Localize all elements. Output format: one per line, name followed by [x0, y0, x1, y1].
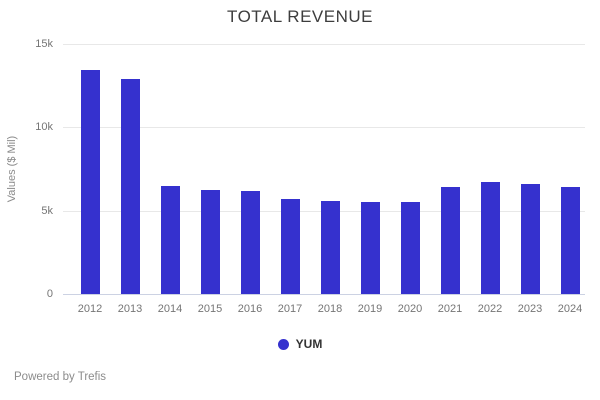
- x-tick-label-2012: 2012: [77, 303, 103, 315]
- bar-2013[interactable]: [120, 79, 140, 294]
- bar-2024[interactable]: [560, 186, 580, 294]
- bar-2023[interactable]: [520, 184, 540, 294]
- y-tick-label-5k: 5k: [41, 204, 53, 217]
- x-tick-label-2018: 2018: [317, 303, 343, 315]
- y-tick-label-0: 0: [46, 288, 53, 300]
- x-tick-label-2013: 2013: [117, 303, 143, 315]
- bar-2014[interactable]: [160, 185, 180, 294]
- powered-by-trefis-label: Powered by Trefis: [14, 371, 107, 383]
- bar-2018[interactable]: [320, 200, 340, 294]
- x-tick-label-2016: 2016: [237, 303, 263, 315]
- x-tick-label-2022: 2022: [477, 303, 503, 315]
- bar-2012[interactable]: [80, 69, 100, 294]
- x-axis-line: [63, 294, 585, 295]
- y-tick-label-15k: 15k: [35, 38, 53, 50]
- x-tick-label-2014: 2014: [157, 303, 183, 315]
- bar-2019[interactable]: [360, 202, 380, 294]
- x-tick-label-2020: 2020: [397, 303, 423, 315]
- bar-2021[interactable]: [440, 187, 460, 294]
- x-tick-label-2021: 2021: [437, 303, 463, 315]
- legend-item-yum[interactable]: YUM: [0, 335, 600, 353]
- x-tick-label-2019: 2019: [357, 303, 383, 315]
- bar-2020[interactable]: [400, 202, 420, 294]
- legend-label: YUM: [295, 337, 323, 351]
- y-tick-label-10k: 10k: [35, 121, 53, 134]
- y-gridline-10k: [63, 127, 585, 129]
- x-tick-label-2024: 2024: [557, 303, 583, 315]
- x-tick-label-2017: 2017: [277, 303, 303, 315]
- bar-2016[interactable]: [240, 190, 260, 294]
- legend-marker-icon: [277, 338, 289, 350]
- x-tick-label-2023: 2023: [517, 303, 543, 315]
- bar-2022[interactable]: [480, 182, 500, 294]
- x-tick-label-2015: 2015: [197, 303, 223, 315]
- bar-2015[interactable]: [200, 189, 220, 294]
- y-gridline-15k: [63, 44, 585, 45]
- chart-title: TOTAL REVENUE: [227, 7, 373, 26]
- bar-2017[interactable]: [280, 199, 300, 294]
